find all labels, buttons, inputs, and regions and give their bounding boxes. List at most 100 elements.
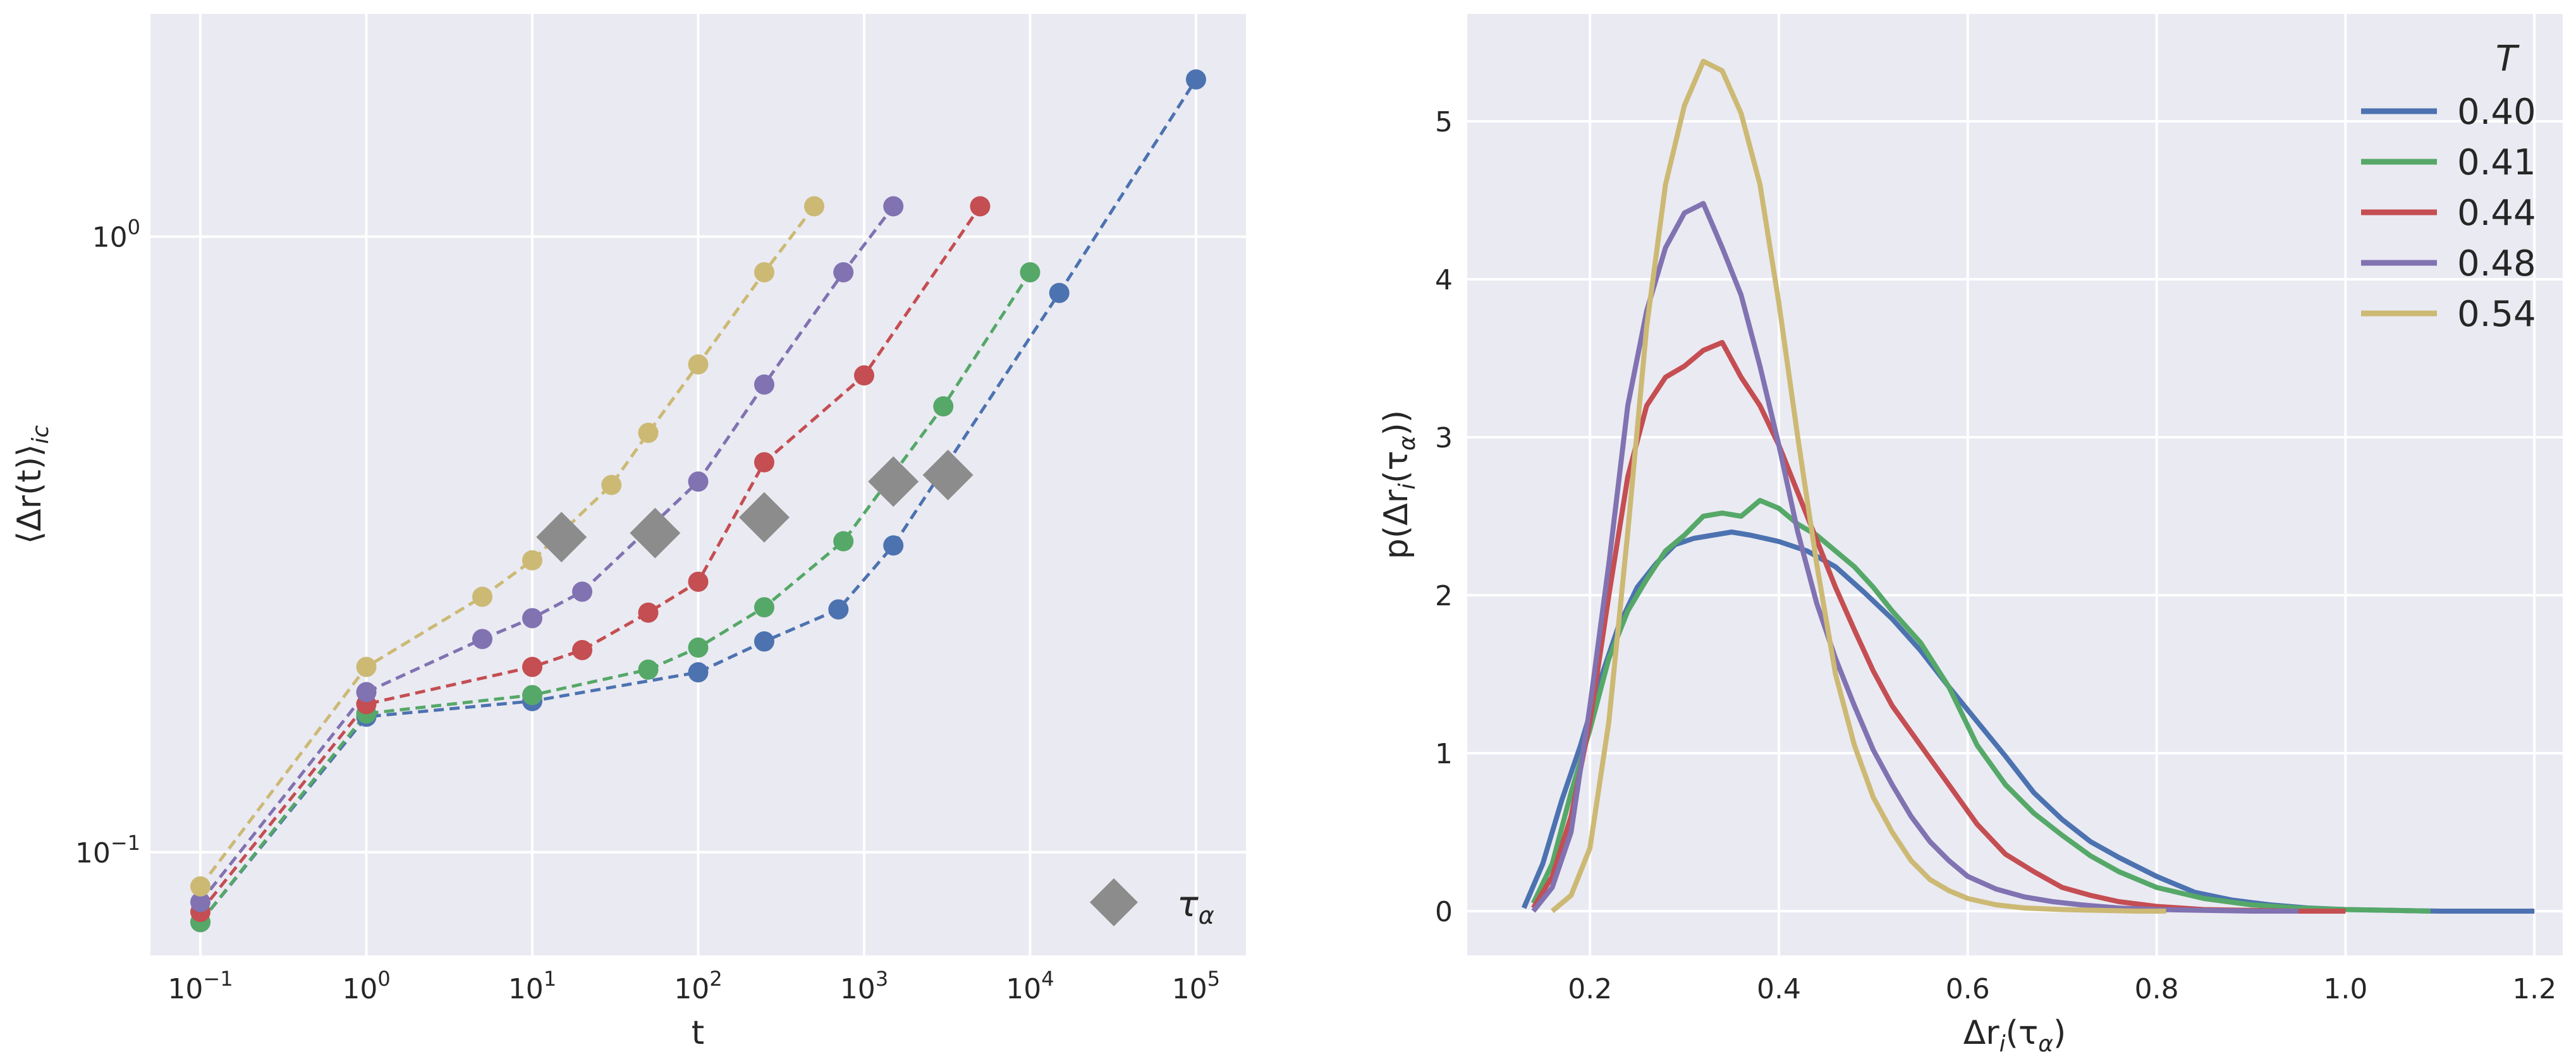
left-point-T0.41-6 — [833, 531, 854, 552]
left-point-T0.44-2 — [522, 657, 543, 677]
right-y-tick-label-3: 3 — [1435, 422, 1453, 454]
left-point-T0.54-2 — [472, 586, 492, 607]
left-point-T0.41-8 — [1020, 262, 1041, 282]
right-x-tick-label-2: 0.6 — [1946, 973, 1990, 1005]
right-y-tick-labels: 0 1 2 3 4 5 — [1435, 106, 1453, 928]
right-y-tick-label-4: 4 — [1435, 264, 1453, 296]
left-point-T0.44-3 — [572, 639, 593, 660]
left-point-T0.48-2 — [472, 629, 492, 650]
left-y-tick-label-1: 100 — [92, 215, 140, 253]
left-y-axis-label: ⟨Δr(t)⟩ic — [11, 425, 54, 545]
left-point-T0.44-5 — [688, 571, 709, 592]
right-y-tick-label-2: 2 — [1435, 580, 1453, 612]
left-x-tick-label-6: 105 — [1172, 967, 1220, 1005]
tau-alpha-marker-1 — [630, 507, 681, 559]
right-y-tick-label-1: 1 — [1435, 738, 1453, 770]
tau-alpha-marker-4 — [922, 449, 974, 500]
left-point-T0.40-6 — [883, 535, 904, 556]
left-point-T0.54-0 — [190, 876, 211, 897]
left-point-T0.44-6 — [754, 452, 774, 473]
right-legend: T 0.40 0.41 0.44 0.48 0.54 — [2361, 39, 2536, 335]
right-series-line-T0.41 — [1530, 498, 2431, 914]
tau-alpha-marker-2 — [738, 492, 790, 543]
legend-tau-alpha-marker — [1090, 878, 1138, 926]
left-point-T0.48-3 — [522, 608, 543, 629]
right-series-lines — [1521, 59, 2535, 914]
legend-label-T0.54: 0.54 — [2457, 294, 2536, 335]
legend-label-T0.41: 0.41 — [2457, 142, 2536, 183]
left-point-T0.48-0 — [190, 892, 211, 912]
left-y-tick-labels: 10−1 100 — [75, 215, 140, 869]
left-point-T0.40-3 — [688, 662, 709, 683]
left-point-T0.41-4 — [688, 637, 709, 658]
tau-alpha-marker-3 — [868, 456, 919, 507]
right-x-tick-label-3: 0.8 — [2135, 973, 2179, 1005]
right-x-tick-label-1: 0.4 — [1757, 973, 1801, 1005]
left-point-T0.40-5 — [828, 599, 849, 620]
left-point-T0.40-7 — [1049, 282, 1070, 303]
left-x-tick-label-2: 101 — [508, 967, 556, 1005]
left-point-T0.40-8 — [1185, 69, 1206, 90]
left-series-markers — [190, 69, 1206, 933]
left-point-T0.54-1 — [356, 657, 377, 677]
right-y-tick-label-5: 5 — [1435, 106, 1453, 138]
left-point-T0.44-8 — [970, 196, 991, 217]
left-point-T0.48-5 — [688, 471, 709, 492]
left-y-tick-label-0: 10−1 — [75, 831, 140, 869]
left-point-T0.48-1 — [356, 682, 377, 703]
left-point-T0.54-4 — [601, 475, 622, 495]
left-x-axis-label: t — [692, 1014, 704, 1052]
legend-label-T0.40: 0.40 — [2457, 92, 2536, 133]
left-series-line-T0.54 — [199, 205, 815, 888]
tau-alpha-markers — [536, 449, 974, 563]
left-x-tick-label-4: 103 — [840, 967, 888, 1005]
right-x-tick-label-4: 1.0 — [2323, 973, 2367, 1005]
right-series-line-T0.48 — [1531, 201, 2298, 914]
left-x-tick-label-5: 104 — [1006, 967, 1054, 1005]
left-point-T0.41-3 — [638, 659, 659, 680]
left-point-T0.54-3 — [522, 550, 543, 571]
right-series-line-T0.54 — [1550, 59, 2166, 914]
right-x-axis-label: Δri(τα) — [1963, 1014, 2066, 1056]
left-point-T0.44-4 — [638, 602, 659, 623]
left-series-line-T0.44 — [199, 205, 982, 913]
left-point-T0.41-7 — [933, 396, 954, 417]
left-x-tick-label-1: 100 — [342, 967, 390, 1005]
left-y-axis-label-main: ⟨Δr(t)⟩ — [11, 444, 49, 545]
right-x-tick-label-5: 1.2 — [2512, 973, 2556, 1005]
tau-alpha-marker-0 — [536, 512, 587, 563]
left-point-T0.44-7 — [853, 365, 874, 386]
left-point-T0.48-6 — [754, 374, 774, 395]
right-y-tick-label-0: 0 — [1435, 896, 1453, 928]
left-point-T0.48-8 — [883, 196, 904, 217]
left-y-axis-label-sub: ic — [28, 425, 54, 444]
left-panel: 10−1 100 101 102 103 104 105 10−1 100 t ⟨Δr(t)⟩… — [11, 14, 1246, 1052]
legend-title: T — [2496, 39, 2520, 80]
right-grid — [1467, 14, 2563, 955]
left-point-T0.54-6 — [688, 354, 709, 375]
left-point-T0.40-4 — [754, 631, 774, 652]
right-x-tick-label-0: 0.2 — [1568, 973, 1612, 1005]
left-x-tick-label-0: 10−1 — [168, 967, 233, 1005]
left-point-T0.54-8 — [803, 196, 824, 217]
legend-tau-symbol: τ — [1177, 884, 1199, 925]
right-y-axis-label: p(Δri(τα)) — [1377, 410, 1420, 559]
left-x-tick-label-3: 102 — [674, 967, 722, 1005]
left-point-T0.48-4 — [572, 581, 593, 602]
left-point-T0.54-5 — [638, 423, 659, 444]
left-point-T0.48-7 — [833, 262, 854, 282]
right-plot-background — [1467, 14, 2563, 955]
left-point-T0.41-2 — [522, 685, 543, 706]
legend-label-T0.44: 0.44 — [2457, 193, 2536, 234]
left-legend: τα — [1090, 878, 1214, 929]
right-x-tick-labels: 0.2 0.4 0.6 0.8 1.0 1.2 — [1568, 973, 2556, 1005]
right-panel: 0.2 0.4 0.6 0.8 1.0 1.2 0 1 2 3 4 5 Δri(τα) p(Δri(… — [1377, 14, 2563, 1057]
left-x-tick-labels: 10−1 100 101 102 103 104 105 — [168, 967, 1220, 1005]
legend-label-T0.48: 0.48 — [2457, 243, 2536, 284]
left-grid — [150, 14, 1246, 955]
legend-tau-subscript: α — [1199, 902, 1214, 929]
left-point-T0.41-5 — [754, 597, 774, 618]
legend-tau-alpha-label: τα — [1177, 884, 1214, 929]
